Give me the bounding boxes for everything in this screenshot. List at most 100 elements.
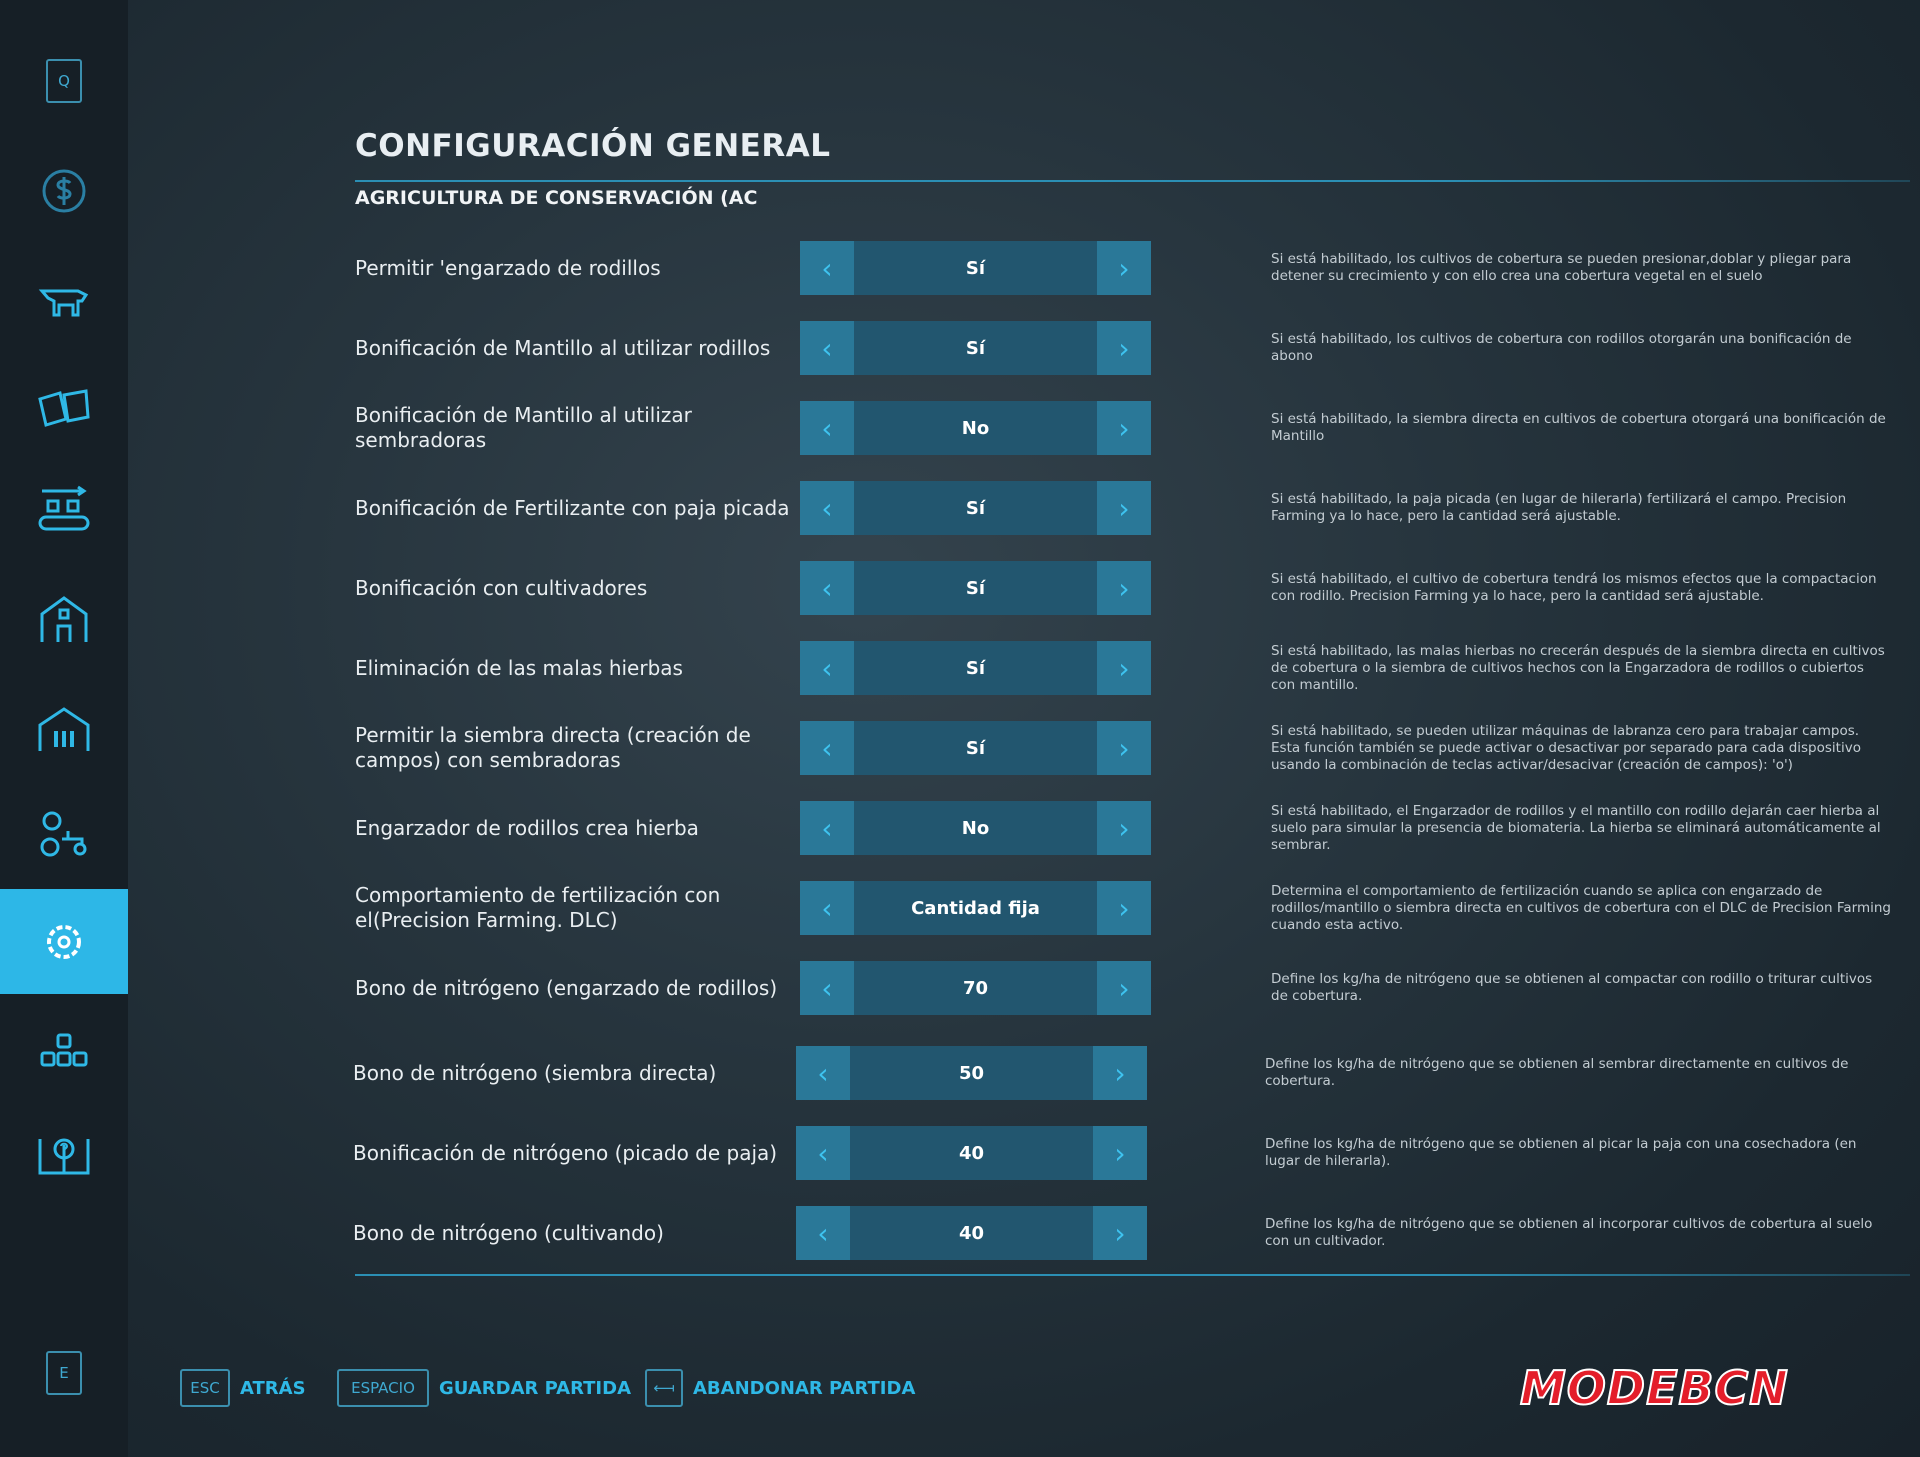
setting-label: Bono de nitrógeno (cultivando) [353, 1220, 664, 1245]
chevron-left-icon[interactable]: ‹ [796, 1126, 850, 1180]
setting-description: Define los kg/ha de nitrógeno que se obt… [1265, 1056, 1849, 1089]
setting-label: Eliminación de las malas hierbas [355, 655, 683, 680]
sidebar-item-settings[interactable] [0, 889, 128, 994]
chevron-right-icon[interactable]: › [1097, 321, 1151, 375]
space-key-icon: ESPACIO [337, 1369, 429, 1407]
save-game-label: GUARDAR PARTIDA [439, 1377, 631, 1399]
setting-row: Permitir la siembra directa (creación de… [0, 708, 1920, 788]
chevron-right-icon[interactable]: › [1093, 1126, 1147, 1180]
chevron-left-icon[interactable]: ‹ [800, 881, 854, 935]
hierarchy-icon [40, 1033, 88, 1067]
setting-value: Sí [854, 561, 1097, 615]
sidebar-item-buildings[interactable] [0, 570, 128, 670]
setting-description: Si está habilitado, la siembra directa e… [1271, 411, 1886, 444]
setting-description: Si está habilitado, las malas hierbas no… [1271, 642, 1885, 693]
setting-selector[interactable]: ‹ No › [800, 401, 1151, 455]
setting-label: Bonificación de Mantillo al utilizar sem… [355, 403, 692, 452]
chevron-right-icon[interactable]: › [1097, 641, 1151, 695]
sidebar: Q E [0, 0, 128, 1457]
next-tab-key[interactable]: E [0, 1348, 128, 1398]
esc-key-icon: ESC [180, 1369, 230, 1407]
quit-game-button[interactable]: ⟻ ABANDONAR PARTIDA [645, 1369, 915, 1407]
back-label: ATRÁS [240, 1377, 306, 1399]
chevron-right-icon[interactable]: › [1097, 561, 1151, 615]
workers-barn-icon [38, 707, 90, 751]
setting-description: Si está habilitado, el Engarzador de rod… [1271, 802, 1881, 853]
setting-selector[interactable]: ‹ 70 › [800, 961, 1151, 1015]
setting-description: Define los kg/ha de nitrógeno que se obt… [1265, 1136, 1857, 1169]
chevron-right-icon[interactable]: › [1093, 1206, 1147, 1260]
chevron-right-icon[interactable]: › [1093, 1046, 1147, 1100]
sidebar-item-animals[interactable] [0, 249, 128, 349]
setting-label: Bono de nitrógeno (siembra directa) [353, 1060, 717, 1085]
backspace-key-icon: ⟻ [645, 1369, 683, 1407]
q-key-icon: Q [46, 59, 82, 103]
setting-value: Sí [854, 321, 1097, 375]
setting-description: Si está habilitado, se pueden utilizar m… [1271, 722, 1861, 773]
setting-row: Bono de nitrógeno (siembra directa) ‹ 50… [0, 1033, 1920, 1113]
sidebar-item-overview[interactable] [0, 1001, 128, 1101]
setting-selector[interactable]: ‹ Sí › [800, 641, 1151, 695]
setting-selector[interactable]: ‹ Cantidad fija › [800, 881, 1151, 935]
setting-row: Bonificación de Fertilizante con paja pi… [0, 468, 1920, 548]
setting-selector[interactable]: ‹ Sí › [800, 241, 1151, 295]
setting-row: Eliminación de las malas hierbas ‹ Sí › … [0, 628, 1920, 708]
setting-row: Comportamiento de fertilización con el(P… [0, 868, 1920, 948]
chevron-left-icon[interactable]: ‹ [800, 801, 854, 855]
chevron-left-icon[interactable]: ‹ [800, 561, 854, 615]
chevron-left-icon[interactable]: ‹ [800, 241, 854, 295]
setting-description: Si está habilitado, los cultivos de cobe… [1271, 331, 1852, 364]
sidebar-item-help[interactable] [0, 1105, 128, 1205]
chevron-left-icon[interactable]: ‹ [800, 721, 854, 775]
setting-row: Bonificación de Mantillo al utilizar sem… [0, 388, 1920, 468]
setting-label: Comportamiento de fertilización con el(P… [355, 883, 721, 932]
sidebar-item-production[interactable] [0, 459, 128, 559]
chevron-right-icon[interactable]: › [1097, 401, 1151, 455]
setting-selector[interactable]: ‹ Sí › [800, 321, 1151, 375]
setting-selector[interactable]: ‹ Sí › [800, 481, 1151, 535]
setting-selector[interactable]: ‹ No › [800, 801, 1151, 855]
chevron-left-icon[interactable]: ‹ [800, 321, 854, 375]
setting-label: Bonificación de Fertilizante con paja pi… [355, 495, 790, 520]
chevron-left-icon[interactable]: ‹ [796, 1206, 850, 1260]
setting-label: Engarzador de rodillos crea hierba [355, 815, 699, 840]
chevron-left-icon[interactable]: ‹ [800, 401, 854, 455]
setting-description: Define los kg/ha de nitrógeno que se obt… [1265, 1216, 1873, 1249]
setting-value: Sí [854, 241, 1097, 295]
setting-label: Bonificación de nitrógeno (picado de paj… [353, 1140, 778, 1165]
tractor-gear-icon [40, 811, 87, 857]
chevron-left-icon[interactable]: ‹ [796, 1046, 850, 1100]
setting-selector[interactable]: ‹ Sí › [800, 561, 1151, 615]
chevron-right-icon[interactable]: › [1097, 241, 1151, 295]
chevron-right-icon[interactable]: › [1097, 481, 1151, 535]
sidebar-item-vehicles[interactable] [0, 783, 128, 883]
page-title: CONFIGURACIÓN GENERAL [355, 128, 831, 164]
chevron-right-icon[interactable]: › [1097, 801, 1151, 855]
setting-label: Bonificación con cultivadores [355, 575, 648, 600]
setting-label: Bonificación de Mantillo al utilizar rod… [355, 335, 771, 360]
chevron-right-icon[interactable]: › [1097, 721, 1151, 775]
setting-selector[interactable]: ‹ 40 › [796, 1206, 1147, 1260]
sidebar-item-finances[interactable] [0, 141, 128, 241]
setting-selector[interactable]: ‹ Sí › [800, 721, 1151, 775]
help-book-icon [38, 1138, 90, 1175]
setting-label: Bono de nitrógeno (engarzado de rodillos… [355, 975, 778, 1000]
back-button[interactable]: ESC ATRÁS [180, 1369, 306, 1407]
chevron-right-icon[interactable]: › [1097, 961, 1151, 1015]
chevron-left-icon[interactable]: ‹ [800, 481, 854, 535]
setting-label: Permitir la siembra directa (creación de… [355, 723, 751, 772]
contracts-icon [38, 389, 90, 427]
chevron-left-icon[interactable]: ‹ [800, 961, 854, 1015]
sidebar-item-workers[interactable] [0, 679, 128, 779]
bottom-divider [355, 1274, 1910, 1276]
sidebar-item-contracts[interactable] [0, 357, 128, 457]
setting-description: Define los kg/ha de nitrógeno que se obt… [1271, 971, 1873, 1004]
setting-selector[interactable]: ‹ 40 › [796, 1126, 1147, 1180]
e-key-icon: E [46, 1351, 82, 1395]
setting-selector[interactable]: ‹ 50 › [796, 1046, 1147, 1100]
chevron-left-icon[interactable]: ‹ [800, 641, 854, 695]
chevron-right-icon[interactable]: › [1097, 881, 1151, 935]
save-game-button[interactable]: ESPACIO GUARDAR PARTIDA [337, 1369, 631, 1407]
setting-value: 70 [854, 961, 1097, 1015]
prev-tab-key[interactable]: Q [0, 56, 128, 106]
